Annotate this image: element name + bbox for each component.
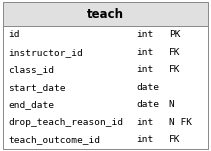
Text: FK: FK xyxy=(169,65,180,74)
Text: int: int xyxy=(136,48,153,57)
Text: start_date: start_date xyxy=(8,83,66,92)
Text: drop_teach_reason_id: drop_teach_reason_id xyxy=(8,118,123,127)
Text: instructor_id: instructor_id xyxy=(8,48,83,57)
Text: FK: FK xyxy=(169,48,180,57)
Text: id: id xyxy=(8,30,20,39)
Text: int: int xyxy=(136,65,153,74)
Text: int: int xyxy=(136,30,153,39)
Text: N: N xyxy=(169,100,174,109)
Text: class_id: class_id xyxy=(8,65,54,74)
Text: teach: teach xyxy=(87,8,124,21)
Text: int: int xyxy=(136,118,153,127)
Bar xyxy=(3,2,208,26)
Text: FK: FK xyxy=(169,135,180,145)
Text: PK: PK xyxy=(169,30,180,39)
Text: int: int xyxy=(136,135,153,145)
Text: date: date xyxy=(136,100,159,109)
Text: end_date: end_date xyxy=(8,100,54,109)
Text: N FK: N FK xyxy=(169,118,192,127)
Text: date: date xyxy=(136,83,159,92)
Text: teach_outcome_id: teach_outcome_id xyxy=(8,135,100,145)
